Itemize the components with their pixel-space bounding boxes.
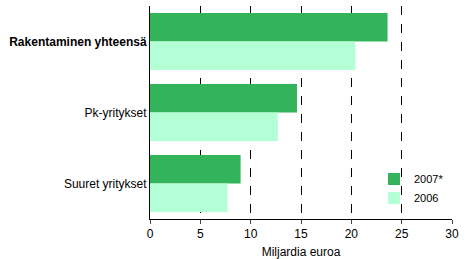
svg-text:20: 20 [345, 227, 359, 241]
svg-text:Pk-yritykset: Pk-yritykset [85, 106, 148, 120]
svg-text:Suuret yritykset: Suuret yritykset [64, 177, 147, 191]
svg-text:Rakentaminen yhteensä: Rakentaminen yhteensä [9, 35, 147, 49]
svg-text:15: 15 [294, 227, 308, 241]
svg-text:10: 10 [244, 227, 258, 241]
svg-text:30: 30 [445, 227, 459, 241]
svg-text:5: 5 [197, 227, 204, 241]
svg-text:0: 0 [147, 227, 154, 241]
svg-text:2007*: 2007* [414, 173, 443, 185]
svg-text:25: 25 [395, 227, 409, 241]
svg-text:2006: 2006 [414, 192, 438, 204]
svg-text:Miljardia euroa: Miljardia euroa [262, 245, 341, 259]
